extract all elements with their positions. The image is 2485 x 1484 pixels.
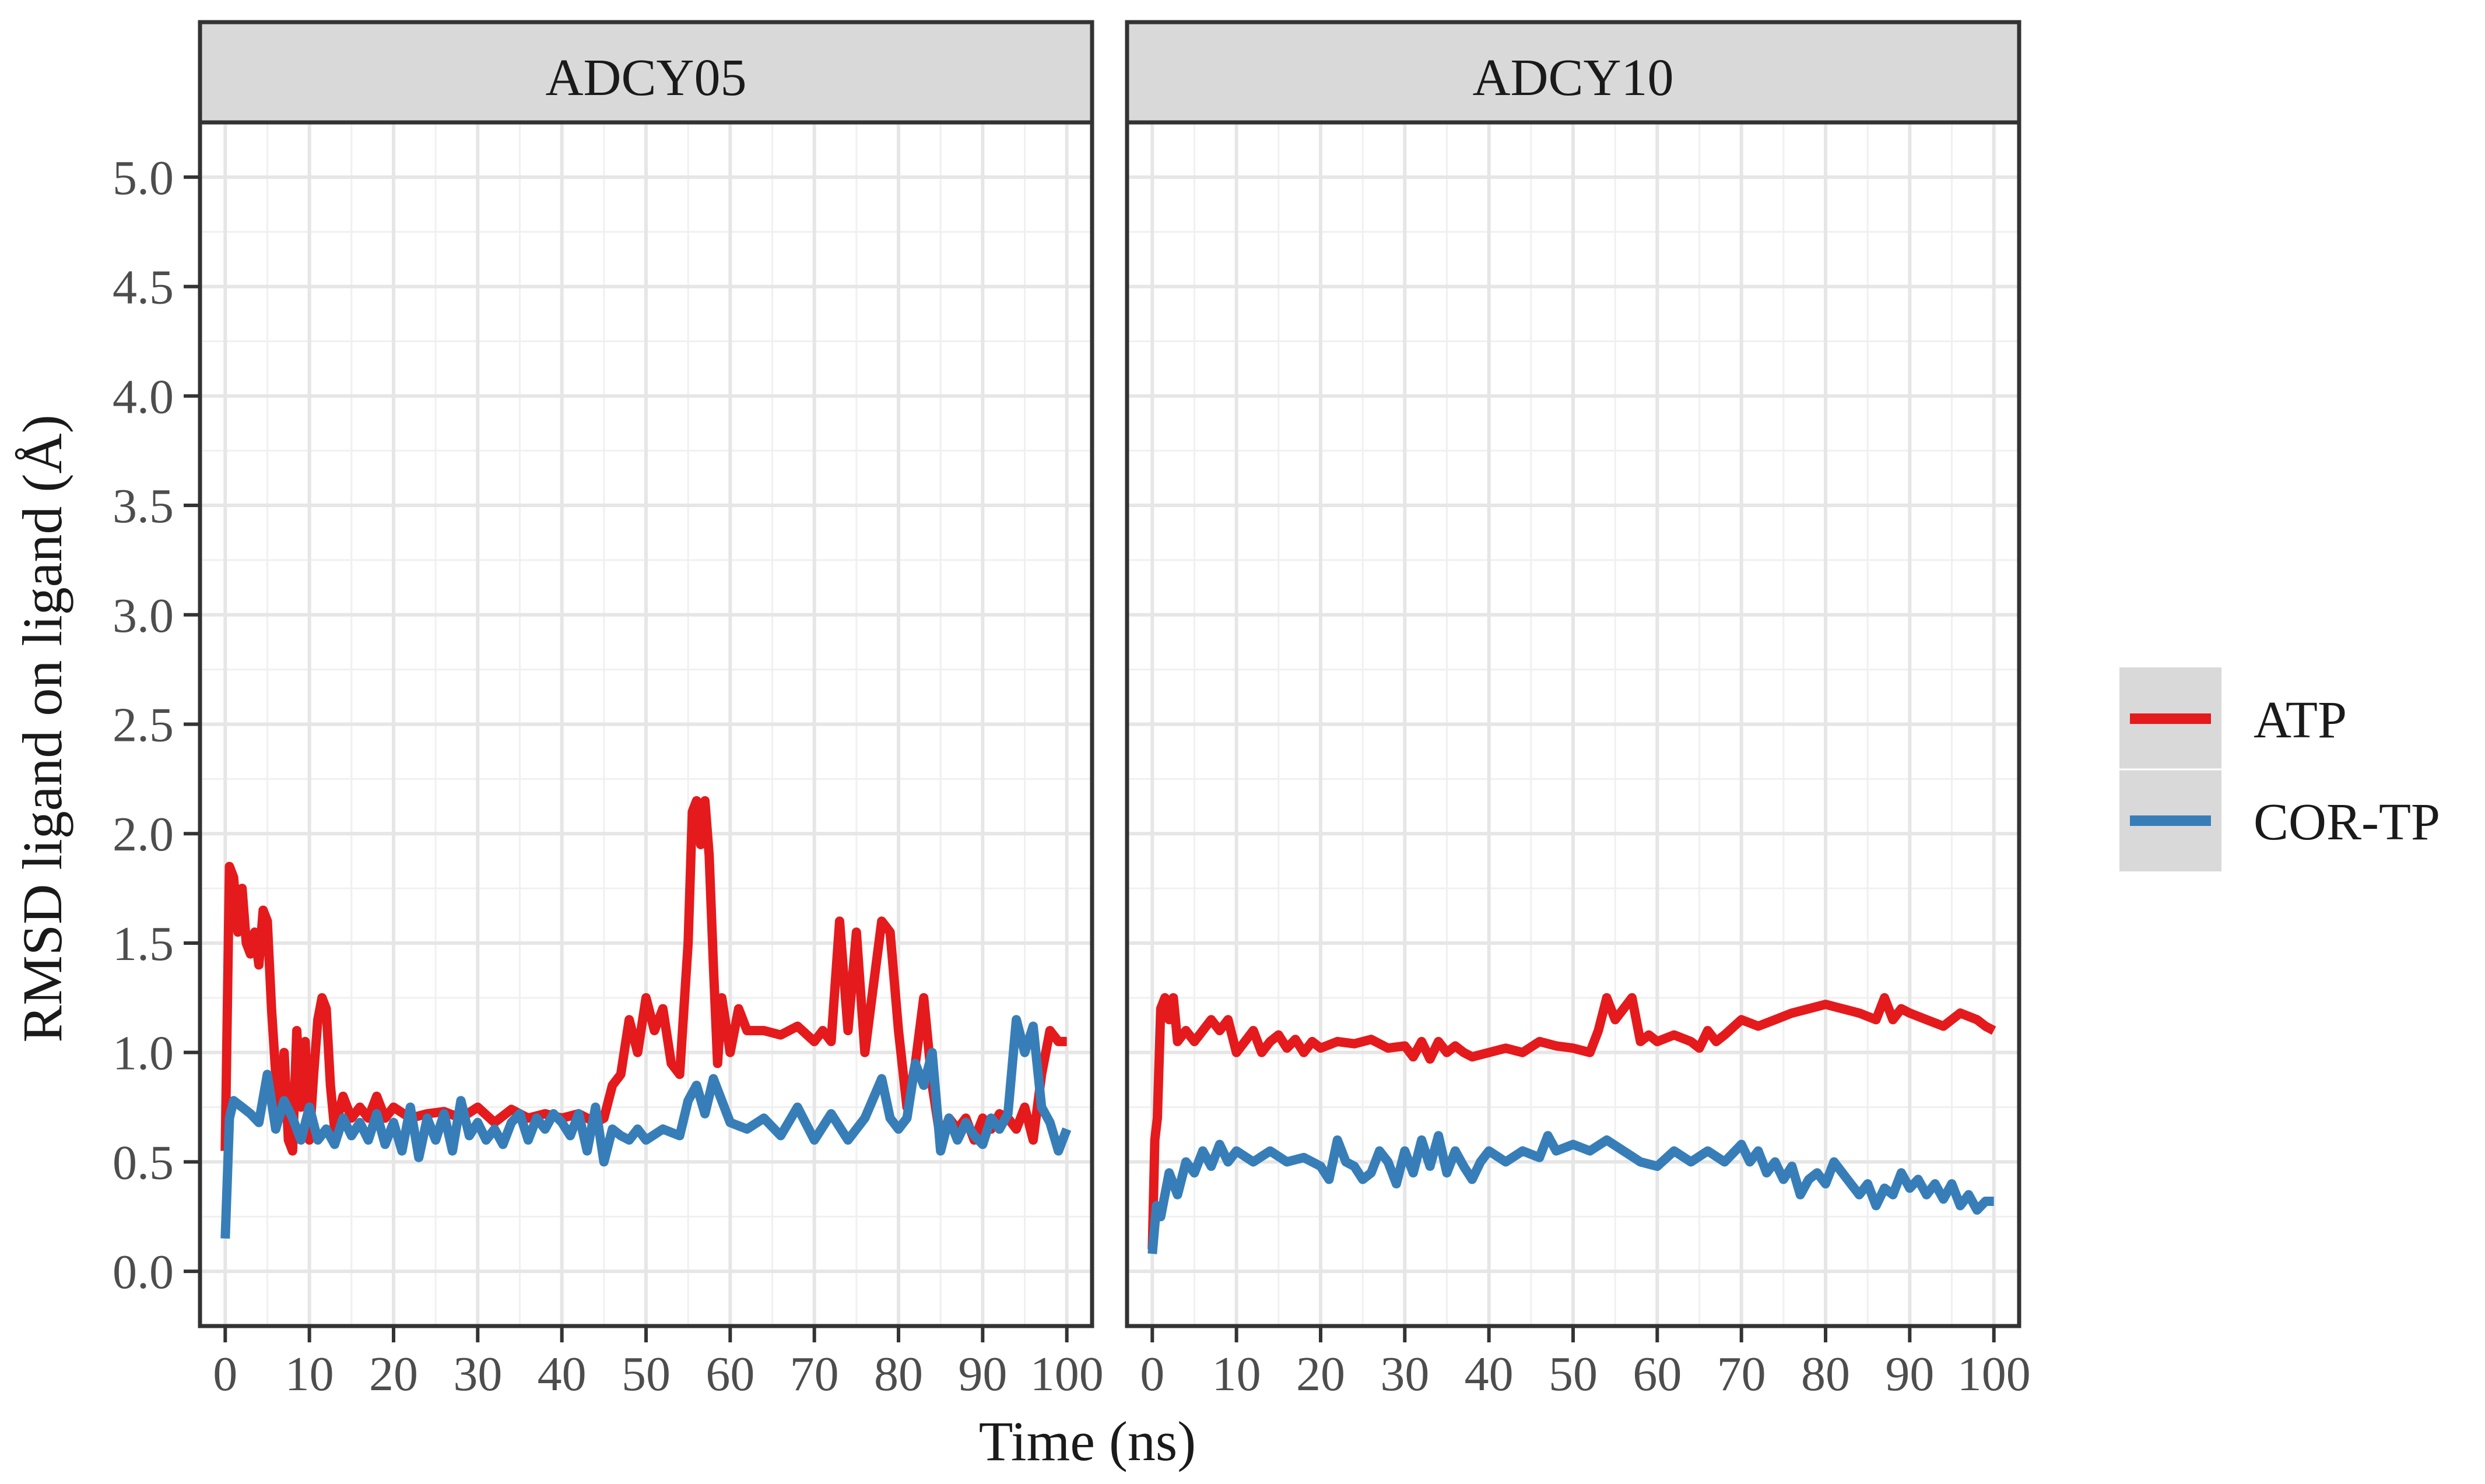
- x-tick-label: 70: [1717, 1347, 1766, 1401]
- legend-label-cor-tp: COR-TP: [2254, 793, 2440, 851]
- x-axis-title: Time (ns): [979, 1410, 1196, 1472]
- x-tick-label: 10: [285, 1347, 334, 1401]
- strip-background: [198, 20, 1094, 125]
- series-line-atp: [1147, 993, 1996, 1250]
- x-tick-label: 80: [1801, 1347, 1850, 1401]
- x-tick-label: 0: [1140, 1347, 1164, 1401]
- x-tick-label: 40: [538, 1347, 587, 1401]
- y-tick-label: 5.0: [113, 151, 174, 205]
- panel-adcy05: ADCY05 0 10 20 30 40 50 60 70 80 90 100 0.0 0.5 1.0 1.5…: [113, 20, 1104, 1401]
- strip-background: [1125, 20, 2021, 125]
- y-tick-label: 3.5: [113, 479, 174, 533]
- x-tick-label: 0: [213, 1347, 237, 1401]
- axis-titles: Time (ns) RMSD ligand on ligand (Å): [11, 414, 1196, 1472]
- y-tick-label: 4.5: [113, 261, 174, 315]
- x-tick-label: 90: [958, 1347, 1007, 1401]
- y-tick-label: 2.0: [113, 807, 174, 861]
- x-tick-label: 80: [874, 1347, 923, 1401]
- y-tick-label: 3.0: [113, 589, 174, 643]
- legend-label-atp: ATP: [2254, 691, 2347, 749]
- x-tick-label: 90: [1885, 1347, 1934, 1401]
- x-tick-label: 20: [369, 1347, 418, 1401]
- x-tick-label: 30: [1380, 1347, 1429, 1401]
- y-tick-label: 0.5: [113, 1135, 174, 1190]
- y-tick-label: 2.5: [113, 698, 174, 752]
- x-tick-label: 40: [1465, 1347, 1514, 1401]
- x-tick-label: 10: [1212, 1347, 1261, 1401]
- series-line-cor-tp: [220, 1015, 1072, 1239]
- y-axis-title: RMSD ligand on ligand (Å): [11, 414, 73, 1042]
- x-tick-label: 100: [1957, 1347, 2031, 1401]
- x-tick-label: 50: [1549, 1347, 1598, 1401]
- series-line-atp: [220, 796, 1067, 1156]
- x-tick-label: 20: [1296, 1347, 1345, 1401]
- x-tick-label: 60: [1633, 1347, 1682, 1401]
- panel-adcy10: ADCY10 0 10 20 30 40 50 60 70 80 90 100: [1125, 20, 2031, 1401]
- x-tick-label: 60: [706, 1347, 754, 1401]
- strip-label: ADCY10: [1472, 49, 1673, 107]
- y-tick-label: 4.0: [113, 370, 174, 424]
- x-tick-label: 50: [622, 1347, 671, 1401]
- strip-label: ADCY05: [545, 49, 746, 107]
- y-tick-label: 1.0: [113, 1026, 174, 1081]
- y-tick-label: 1.5: [113, 917, 174, 971]
- x-tick-label: 30: [453, 1347, 502, 1401]
- x-tick-label: 100: [1030, 1347, 1104, 1401]
- x-tick-label: 70: [790, 1347, 839, 1401]
- series-line-cor-tp: [1147, 1131, 1994, 1254]
- legend: ATP COR-TP: [2119, 667, 2440, 871]
- y-tick-label: 0.0: [113, 1245, 174, 1299]
